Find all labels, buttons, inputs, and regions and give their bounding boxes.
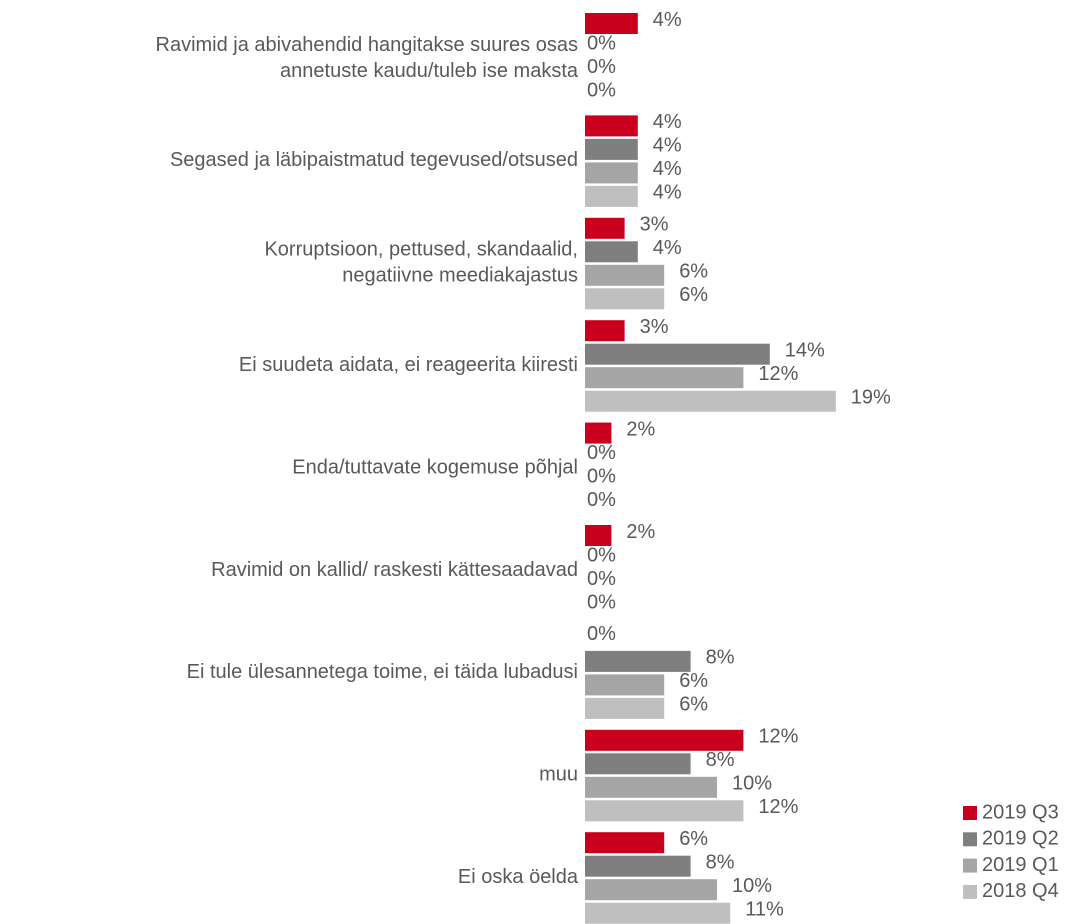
legend-swatch	[963, 884, 977, 899]
category-label: Ei suudeta aidata, ei reageerita kiirest…	[239, 354, 578, 376]
value-label: 0%	[587, 568, 616, 590]
value-label: 4%	[653, 158, 682, 180]
value-label: 14%	[785, 339, 825, 361]
legend-label: 2019 Q3	[982, 801, 1059, 823]
value-label: 0%	[587, 56, 616, 78]
value-label: 6%	[679, 670, 708, 692]
bar	[585, 138, 638, 160]
bar	[585, 674, 665, 696]
value-label: 4%	[653, 111, 682, 133]
value-label: 6%	[679, 828, 708, 850]
value-label: 19%	[851, 386, 891, 408]
value-label: 4%	[653, 135, 682, 157]
bar	[585, 320, 625, 342]
bar	[585, 832, 665, 854]
value-label: 0%	[587, 623, 616, 645]
category-label: Ravimid on kallid/ raskesti kättesaadava…	[211, 559, 578, 581]
value-label: 12%	[758, 726, 798, 748]
bar	[585, 217, 625, 239]
category-label: Ei tule ülesannetega toime, ei täida lub…	[187, 661, 578, 683]
value-label: 4%	[653, 9, 682, 31]
bar	[585, 800, 744, 822]
bar	[585, 879, 717, 901]
value-label: 0%	[587, 79, 616, 101]
value-label: 0%	[587, 442, 616, 464]
bar	[585, 855, 691, 877]
legend-label: 2018 Q4	[982, 880, 1059, 902]
value-label: 0%	[587, 591, 616, 613]
value-label: 12%	[758, 796, 798, 818]
value-label: 8%	[706, 851, 735, 873]
bar	[585, 162, 638, 184]
bar	[585, 343, 770, 365]
category-label: Enda/tuttavate kogemuse põhjal	[292, 456, 578, 478]
category-label: annetuste kaudu/tuleb ise maksta	[280, 60, 579, 82]
value-label: 6%	[679, 284, 708, 306]
value-label: 3%	[640, 214, 669, 236]
bar	[585, 422, 612, 444]
bar	[585, 729, 744, 751]
value-label: 0%	[587, 544, 616, 566]
value-label: 6%	[679, 261, 708, 283]
bar	[585, 650, 691, 672]
category-label: negatiivne meediakajastus	[342, 265, 578, 287]
bar	[585, 697, 665, 719]
bar	[585, 264, 665, 286]
bar	[585, 185, 638, 207]
category-label: Korruptsioon, pettused, skandaalid,	[264, 239, 578, 261]
legend-swatch	[963, 806, 977, 820]
value-label: 8%	[706, 647, 735, 669]
value-label: 0%	[587, 32, 616, 54]
legend-swatch	[963, 832, 977, 847]
value-label: 10%	[732, 773, 772, 795]
legend-label: 2019 Q2	[982, 828, 1059, 850]
bar	[585, 776, 717, 798]
category-label: Ei oska öelda	[458, 866, 579, 888]
value-label: 12%	[758, 363, 798, 385]
value-label: 2%	[626, 418, 655, 440]
category-label: Segased ja läbipaistmatud tegevused/otsu…	[170, 149, 578, 171]
value-label: 10%	[732, 875, 772, 897]
bar	[585, 241, 638, 263]
bar	[585, 390, 836, 412]
value-label: 8%	[706, 749, 735, 771]
bar	[585, 115, 638, 137]
value-label: 6%	[679, 694, 708, 716]
legend-swatch	[963, 858, 977, 873]
value-label: 11%	[745, 898, 784, 920]
category-label: Ravimid ja abivahendid hangitakse suures…	[156, 34, 578, 56]
bar	[585, 367, 744, 389]
value-label: 2%	[626, 521, 655, 543]
value-label: 0%	[587, 489, 616, 511]
bar	[585, 288, 665, 310]
bar	[585, 525, 612, 546]
value-label: 4%	[653, 237, 682, 259]
bar	[585, 13, 638, 34]
bar	[585, 902, 731, 924]
legend-label: 2019 Q1	[982, 854, 1059, 876]
value-label: 0%	[587, 465, 616, 487]
value-label: 3%	[640, 316, 669, 338]
value-label: 4%	[653, 182, 682, 204]
category-label: muu	[539, 764, 578, 786]
bar	[585, 753, 691, 775]
